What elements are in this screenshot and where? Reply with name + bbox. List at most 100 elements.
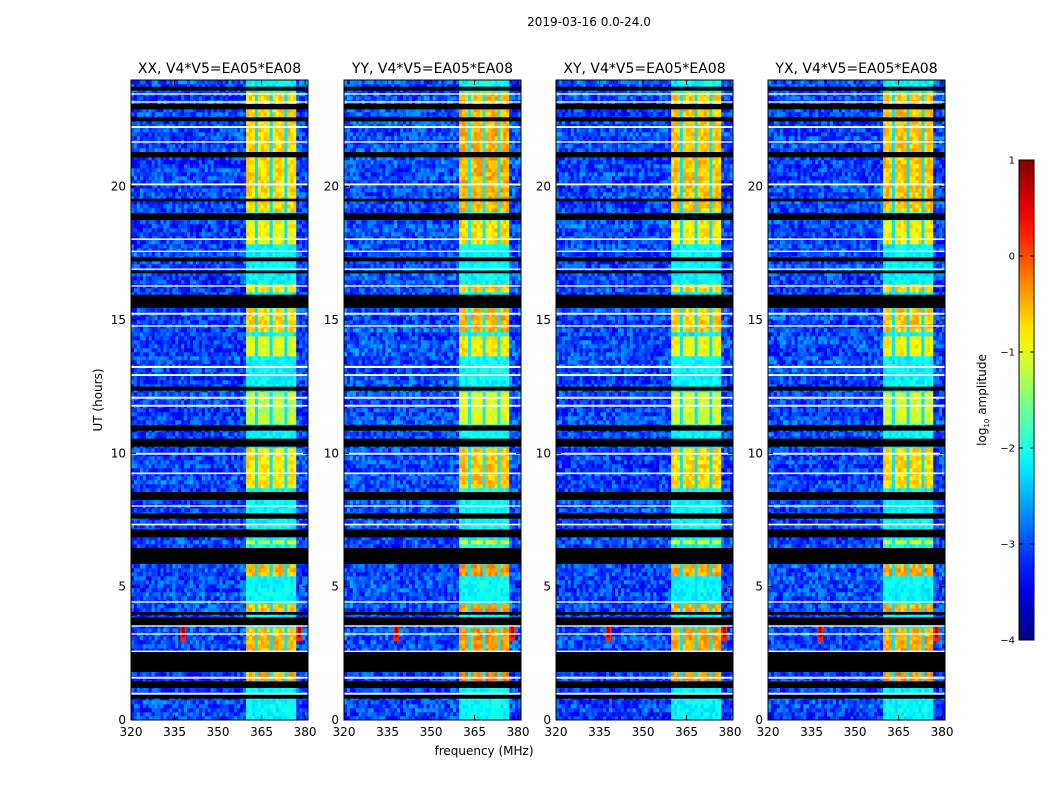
heatmap-cell — [175, 500, 179, 505]
heatmap-cell — [175, 568, 179, 573]
heatmap-cell — [234, 476, 238, 481]
heatmap-cell — [225, 592, 229, 597]
heatmap-cell — [192, 460, 197, 465]
heatmap-cell — [225, 644, 229, 649]
heatmap-cell — [290, 716, 294, 721]
heatmap-cell — [251, 436, 256, 441]
heatmap-cell — [133, 536, 138, 541]
heatmap-cell — [275, 636, 279, 641]
heatmap-cell — [237, 628, 241, 633]
heatmap-cell — [225, 408, 229, 413]
heatmap-cell — [254, 520, 259, 525]
heatmap-cell — [145, 416, 149, 421]
heatmap-cell — [172, 484, 176, 489]
heatmap-cell — [251, 412, 256, 417]
heatmap-cell — [243, 464, 247, 469]
heatmap-cell — [131, 572, 135, 577]
heatmap-cell — [166, 392, 170, 397]
heatmap-cell — [163, 596, 167, 601]
heatmap-cell — [198, 708, 203, 713]
heatmap-cell — [260, 520, 265, 525]
heatmap-cell — [240, 596, 244, 601]
heatmap-cell — [272, 572, 276, 577]
heatmap-cell — [302, 604, 306, 609]
heatmap-cell — [178, 580, 182, 585]
heatmap-cell — [287, 688, 291, 693]
heatmap-cell — [249, 712, 253, 717]
heatmap-cell — [269, 436, 273, 441]
heatmap-cell — [249, 572, 253, 577]
heatmap-cell — [198, 588, 203, 593]
heatmap-cell — [216, 392, 220, 397]
heatmap-cell — [231, 564, 235, 569]
heatmap-cell — [278, 576, 282, 581]
heatmap-cell — [184, 464, 188, 469]
heatmap-cell — [293, 476, 297, 481]
heatmap-cell — [284, 412, 288, 417]
heatmap-cell — [133, 688, 138, 693]
heatmap-cell — [257, 456, 262, 461]
heatmap-cell — [269, 608, 273, 613]
heatmap-cell — [157, 436, 161, 441]
heatmap-cell — [169, 644, 173, 649]
heatmap-cell — [190, 708, 194, 713]
heatmap-cell — [305, 640, 309, 645]
heatmap-cell — [257, 704, 262, 709]
heatmap-cell — [181, 412, 185, 417]
heatmap-cell — [131, 484, 135, 489]
heatmap-cell — [293, 580, 297, 585]
heatmap-cell — [290, 408, 294, 413]
heatmap-cell — [263, 484, 267, 489]
heatmap-cell — [266, 460, 270, 465]
heatmap-cell — [178, 708, 182, 713]
heatmap-cell — [222, 544, 226, 549]
heatmap-cell — [139, 468, 144, 473]
heatmap-cell — [228, 436, 232, 441]
heatmap-cell — [163, 524, 167, 529]
heatmap-cell — [172, 584, 176, 589]
heatmap-cell — [260, 700, 265, 705]
heatmap-cell — [131, 480, 135, 485]
heatmap-cell — [169, 476, 173, 481]
heatmap-cell — [148, 604, 152, 609]
heatmap-cell — [207, 636, 211, 641]
heatmap-cell — [166, 580, 170, 585]
heatmap-cell — [145, 480, 149, 485]
heatmap-cell — [166, 628, 170, 633]
heatmap-cell — [184, 576, 188, 581]
heatmap-cell — [181, 392, 185, 397]
heatmap-cell — [234, 460, 238, 465]
heatmap-cell — [225, 704, 229, 709]
heatmap-cell — [275, 644, 279, 649]
heatmap-cell — [136, 416, 141, 421]
heatmap-cell — [269, 588, 273, 593]
heatmap-cell — [187, 536, 191, 541]
heatmap-cell — [201, 588, 206, 593]
heatmap-cell — [181, 688, 185, 693]
heatmap-cell — [219, 596, 223, 601]
heatmap-cell — [228, 704, 232, 709]
heatmap-cell — [201, 628, 206, 633]
heatmap-cell — [269, 408, 273, 413]
heatmap-cell — [142, 708, 147, 713]
heatmap-cell — [237, 508, 241, 513]
heatmap-cell — [204, 572, 208, 577]
heatmap-cell — [222, 540, 226, 545]
heatmap-cell — [178, 400, 182, 405]
heatmap-cell — [299, 604, 303, 609]
heatmap-cell — [281, 468, 285, 473]
heatmap-cell — [254, 596, 259, 601]
heatmap-cell — [246, 484, 250, 489]
heatmap-cell — [181, 704, 185, 709]
heatmap-cell — [263, 628, 267, 633]
heatmap-cell — [246, 628, 250, 633]
heatmap-cell — [184, 540, 188, 545]
heatmap-cell — [204, 640, 208, 645]
heatmap-cell — [184, 688, 188, 693]
heatmap-cell — [181, 416, 185, 421]
heatmap-cell — [166, 716, 170, 721]
heatmap-cell — [139, 484, 144, 489]
heatmap-cell — [243, 412, 247, 417]
heatmap-cell — [219, 432, 223, 437]
heatmap-cell — [198, 464, 203, 469]
